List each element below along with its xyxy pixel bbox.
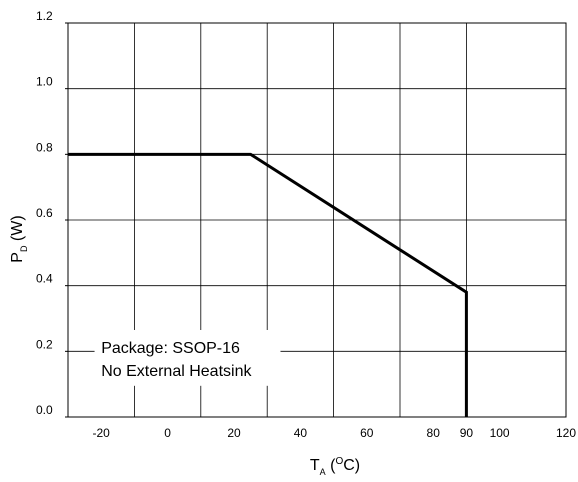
x-tick-label: 20 <box>227 426 241 440</box>
x-tick-label: -20 <box>93 426 111 440</box>
y-tick-label: 0.4 <box>36 272 53 286</box>
y-tick-label: 0.6 <box>36 206 53 220</box>
x-tick-label: 80 <box>427 426 441 440</box>
y-axis-label-main: P <box>9 252 26 263</box>
y-tick-labels: 0.0 0.2 0.4 0.6 0.8 1.0 1.2 <box>36 9 53 417</box>
annotation-background <box>94 329 281 386</box>
y-tick-label: 0.8 <box>36 140 53 154</box>
x-axis-label-main: T <box>310 457 320 474</box>
x-axis-label-pre: ( <box>326 457 336 474</box>
x-tick-label: 120 <box>556 426 576 440</box>
x-tick-labels: -20 0 20 40 60 80 90 100 120 <box>93 426 577 440</box>
y-axis-label: PD (W) <box>9 215 29 262</box>
y-tick-label: 0.0 <box>36 403 53 417</box>
y-tick-label: 1.2 <box>36 9 53 23</box>
y-axis-label-post: (W) <box>9 215 26 245</box>
x-axis-label-superscript: O <box>335 456 343 467</box>
x-tick-label: 60 <box>360 426 374 440</box>
annotation-line-package: Package: SSOP-16 <box>101 340 240 357</box>
y-tick-label: 0.2 <box>36 337 53 351</box>
x-axis-label-post: C) <box>343 457 360 474</box>
x-tick-label: 40 <box>294 426 308 440</box>
x-axis-label-subscript: A <box>320 467 326 477</box>
derating-curve <box>68 152 468 417</box>
series-group <box>68 152 468 417</box>
x-axis-label: TA (OC) <box>310 456 360 477</box>
annotation-line-heatsink: No External Heatsink <box>101 363 252 380</box>
y-tick-label: 1.0 <box>36 75 53 89</box>
y-axis-label-subscript: D <box>19 245 29 252</box>
x-tick-label: 100 <box>490 426 510 440</box>
x-tick-label: 90 <box>460 426 474 440</box>
grid-lines <box>65 22 567 418</box>
annotation-box: Package: SSOP-16 No External Heatsink <box>94 329 281 386</box>
plot-frame <box>67 22 567 418</box>
x-tick-label: 0 <box>164 426 171 440</box>
